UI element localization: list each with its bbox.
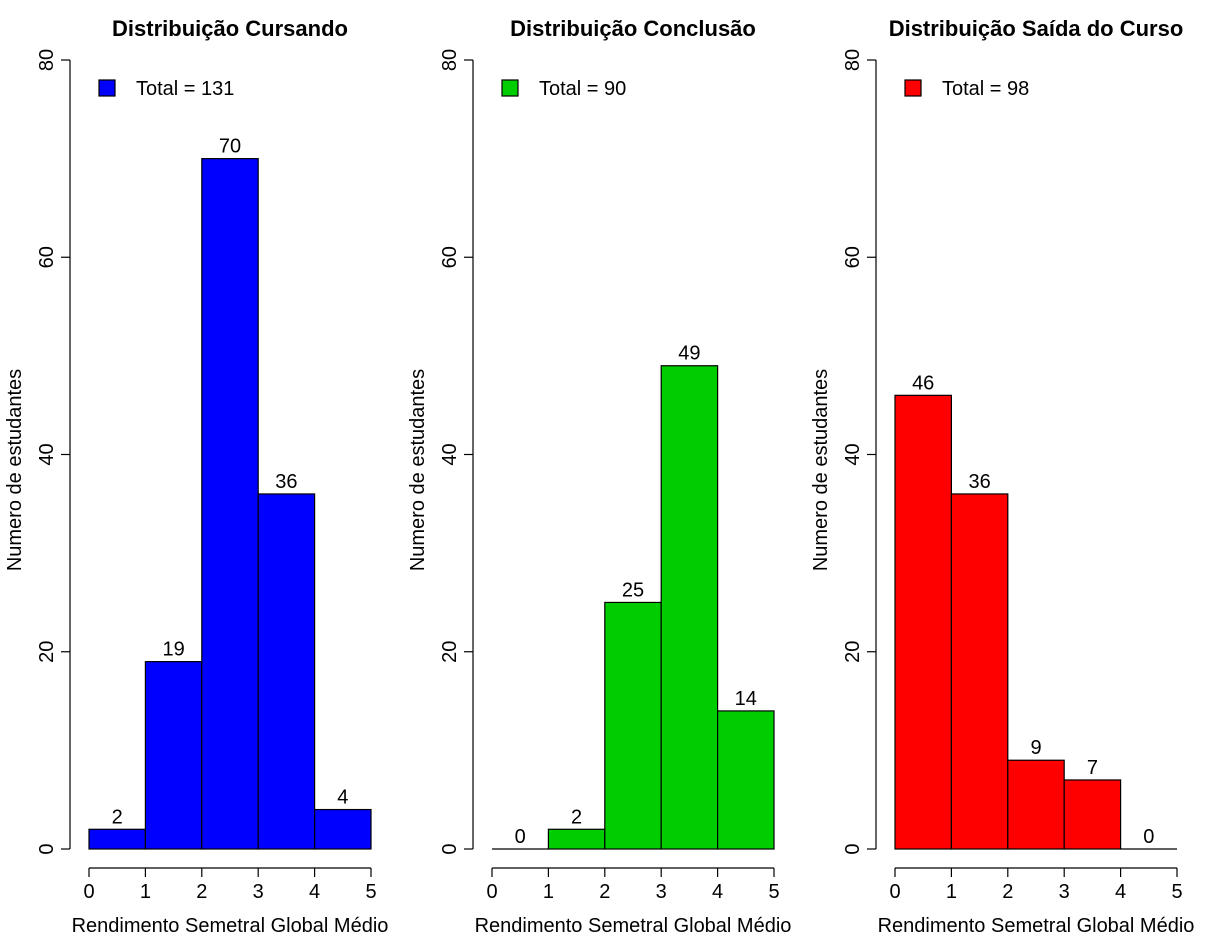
histogram-bar bbox=[144, 661, 203, 850]
histogram-bar bbox=[604, 601, 662, 850]
x-tick-label: 1 bbox=[946, 881, 957, 903]
bar-value-label: 4 bbox=[337, 787, 348, 809]
chart-panel-3: Distribuição Saída do Curso4636970020406… bbox=[810, 16, 1194, 937]
bar-value-label: 0 bbox=[515, 826, 526, 848]
chart-title: Distribuição Cursando bbox=[112, 16, 348, 41]
histogram-bar bbox=[660, 365, 719, 850]
histogram-bar bbox=[88, 828, 147, 850]
x-tick-label: 5 bbox=[365, 881, 376, 903]
y-tick-label: 60 bbox=[842, 246, 864, 268]
bar-value-label: 46 bbox=[912, 372, 934, 394]
y-tick-label: 60 bbox=[439, 246, 461, 268]
y-tick-label: 20 bbox=[36, 641, 58, 663]
chart-title: Distribuição Saída do Curso bbox=[889, 16, 1184, 41]
y-tick-label: 80 bbox=[36, 49, 58, 71]
legend-label: Total = 90 bbox=[539, 78, 626, 100]
x-tick-label: 3 bbox=[1059, 881, 1070, 903]
y-tick-label: 20 bbox=[842, 641, 864, 663]
bar-value-label: 2 bbox=[112, 806, 123, 828]
bar-value-label: 2 bbox=[571, 806, 582, 828]
y-tick-label: 40 bbox=[842, 443, 864, 465]
y-tick-label: 40 bbox=[439, 443, 461, 465]
bar-value-label: 14 bbox=[735, 688, 757, 710]
x-tick-label: 5 bbox=[768, 881, 779, 903]
y-tick-label: 0 bbox=[842, 843, 864, 854]
y-tick-label: 20 bbox=[439, 641, 461, 663]
histogram-bar bbox=[716, 710, 775, 850]
histogram-bar bbox=[950, 493, 1009, 850]
chart-panel-1: Distribuição Cursando21970364020406080Nu… bbox=[4, 16, 388, 937]
legend-swatch bbox=[904, 79, 922, 97]
y-axis-label: Numero de estudantes bbox=[810, 369, 832, 571]
x-tick-label: 2 bbox=[599, 881, 610, 903]
histogram-bar bbox=[201, 158, 259, 850]
legend-swatch bbox=[98, 79, 116, 97]
y-tick-label: 40 bbox=[36, 443, 58, 465]
y-tick-label: 0 bbox=[36, 843, 58, 854]
y-tick-label: 80 bbox=[842, 49, 864, 71]
x-tick-label: 3 bbox=[253, 881, 264, 903]
x-tick-label: 5 bbox=[1171, 881, 1182, 903]
x-tick-label: 3 bbox=[656, 881, 667, 903]
chart-title: Distribuição Conclusão bbox=[510, 16, 756, 41]
histogram-bar bbox=[894, 394, 953, 850]
bar-value-label: 36 bbox=[275, 471, 297, 493]
bar-value-label: 7 bbox=[1087, 757, 1098, 779]
x-tick-label: 2 bbox=[196, 881, 207, 903]
x-tick-label: 1 bbox=[543, 881, 554, 903]
bar-value-label: 25 bbox=[622, 579, 644, 601]
x-tick-label: 4 bbox=[712, 881, 723, 903]
y-tick-label: 80 bbox=[439, 49, 461, 71]
bar-value-label: 36 bbox=[968, 471, 990, 493]
y-axis-label: Numero de estudantes bbox=[4, 369, 26, 571]
x-tick-label: 4 bbox=[309, 881, 320, 903]
bar-value-label: 19 bbox=[162, 639, 184, 661]
histogram-bar bbox=[314, 808, 372, 850]
x-tick-label: 1 bbox=[140, 881, 151, 903]
bar-value-label: 70 bbox=[219, 136, 241, 158]
chart-panel-2: Distribuição Conclusão02254914020406080N… bbox=[407, 16, 791, 937]
bar-value-label: 49 bbox=[678, 343, 700, 365]
x-tick-label: 0 bbox=[83, 881, 94, 903]
legend-label: Total = 98 bbox=[942, 78, 1029, 100]
legend-label: Total = 131 bbox=[136, 78, 234, 100]
x-axis-label: Rendimento Semetral Global Médio bbox=[475, 915, 792, 937]
histogram-bar bbox=[257, 493, 316, 850]
x-tick-label: 0 bbox=[486, 881, 497, 903]
x-tick-label: 0 bbox=[889, 881, 900, 903]
bar-value-label: 9 bbox=[1030, 737, 1041, 759]
histogram-bar bbox=[547, 828, 606, 850]
bar-value-label: 0 bbox=[1143, 826, 1154, 848]
histogram-bar bbox=[1063, 779, 1122, 850]
x-tick-label: 2 bbox=[1002, 881, 1013, 903]
legend-swatch bbox=[501, 79, 519, 97]
x-axis-label: Rendimento Semetral Global Médio bbox=[878, 915, 1195, 937]
histogram-bar bbox=[1007, 759, 1065, 850]
y-axis-label: Numero de estudantes bbox=[407, 369, 429, 571]
x-tick-label: 4 bbox=[1115, 881, 1126, 903]
y-tick-label: 60 bbox=[36, 246, 58, 268]
x-axis-label: Rendimento Semetral Global Médio bbox=[72, 915, 389, 937]
y-tick-label: 0 bbox=[439, 843, 461, 854]
